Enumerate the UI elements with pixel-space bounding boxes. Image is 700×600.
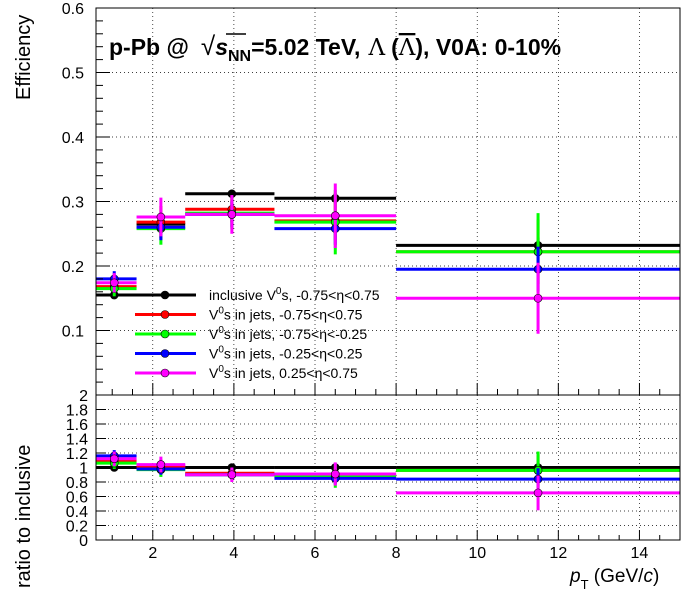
legend-marker	[160, 349, 170, 358]
efficiency-panel: 0.1 0.2 0.3 0.4 0.5 0.6 p-Pb @ √sNN=5.02 TeV, Λ…	[13, 1, 681, 396]
y-tick-label: 0.6	[62, 1, 84, 18]
x-title-open: (GeV/	[589, 566, 645, 587]
data-point	[109, 278, 119, 288]
data-point	[227, 210, 237, 219]
x-tick-label: 6	[311, 545, 320, 562]
legend-item: V0s in jets, -0.25<η<0.25	[135, 345, 363, 362]
title-sqrt-s: s	[215, 34, 228, 60]
x-tick-label: 2	[148, 545, 157, 562]
efficiency-series	[96, 183, 680, 334]
y-tick-label: 0.3	[62, 195, 84, 212]
legend-item: V0s in jets, 0.25<η<0.75	[135, 364, 358, 381]
legend: inclusive V0s, -0.75<η<0.75 V0s in jets, …	[135, 286, 380, 381]
x-tick-label: 14	[631, 545, 649, 562]
title-energy: =5.02 TeV,	[251, 34, 360, 60]
y-tick-label: 0.5	[62, 66, 84, 83]
legend-label: V0s in jets, -0.25<η<0.25	[209, 345, 363, 362]
efficiency-axis-ticks: 0.1 0.2 0.3 0.4 0.5 0.6	[62, 1, 681, 395]
x-tick-label: 4	[229, 545, 238, 562]
y-tick-label: 0.4	[62, 130, 84, 147]
data-point	[330, 211, 340, 220]
data-point	[533, 293, 543, 303]
legend-label: V0s in jets, -0.75<η<0.75	[209, 306, 363, 323]
ratio-y-axis-title: ratio to inclusive	[13, 445, 35, 588]
legend-label: V0s in jets, -0.75<η<-0.25	[209, 325, 367, 342]
x-title-p: p	[569, 566, 581, 587]
y-tick-label: 1.6	[66, 417, 88, 434]
y-tick-label: 0.4	[66, 504, 88, 521]
data-point	[227, 470, 237, 480]
legend-item: inclusive V0s, -0.75<η<0.75	[135, 286, 380, 303]
y-tick-label: 1	[79, 461, 88, 478]
x-tick-label: 8	[392, 545, 401, 562]
y-tick-label: 0.6	[66, 490, 88, 507]
ratio-series	[96, 450, 680, 511]
ratio-x-axis-title: pT (GeV/c)	[569, 566, 659, 592]
ratio-series-4	[96, 451, 680, 511]
x-title-close: )	[653, 566, 659, 587]
sqrt-sign-icon: √	[201, 31, 216, 61]
data-point	[156, 212, 166, 222]
chart-title: p-Pb @ √sNN=5.02 TeV, Λ (Λ), V0A: 0-10%	[109, 31, 561, 65]
title-sqrt-s-sub: NN	[228, 48, 251, 65]
efficiency-y-axis-title: Efficiency	[13, 15, 35, 100]
legend-item: V0s in jets, -0.75<η<0.75	[135, 306, 363, 323]
y-tick-label: 0.8	[66, 475, 88, 492]
legend-label: inclusive V0s, -0.75<η<0.75	[209, 286, 380, 303]
legend-marker	[160, 290, 170, 300]
data-point	[533, 488, 543, 498]
x-tick-label: 12	[549, 545, 567, 562]
y-tick-label: 0.2	[62, 259, 84, 276]
y-tick-label: 1.2	[66, 446, 88, 463]
y-tick-label: 0.2	[66, 519, 88, 536]
y-tick-label: 0.1	[62, 324, 84, 341]
legend-marker	[160, 368, 170, 378]
ratio-axis-ticks: 00.20.40.60.811.21.41.61.822 4 6 8 10 12 14	[66, 388, 681, 562]
x-title-sub: T	[581, 577, 589, 592]
efficiency-series-4	[96, 183, 680, 334]
y-tick-label: 1.8	[66, 403, 88, 420]
legend-marker	[160, 329, 170, 339]
title-prefix: p-Pb @	[109, 34, 189, 60]
title-lambda-bar: Λ	[398, 35, 416, 61]
efficiency-grid	[96, 7, 680, 395]
y-tick-label: 0	[79, 533, 88, 550]
x-tick-label: 10	[468, 545, 486, 562]
data-point	[156, 460, 166, 469]
x-title-c: c	[643, 566, 653, 587]
title-lambda: Λ	[367, 35, 385, 61]
legend-item: V0s in jets, -0.75<η<-0.25	[135, 325, 367, 342]
data-point	[109, 454, 119, 464]
y-tick-label: 1.4	[66, 432, 88, 449]
title-selection: ), V0A: 0-10%	[415, 34, 561, 60]
legend-label: V0s in jets, 0.25<η<0.75	[209, 364, 358, 381]
legend-marker	[160, 310, 170, 319]
y-tick-label: 2	[79, 388, 88, 405]
ratio-panel: 00.20.40.60.811.21.41.61.822 4 6 8 10 12 14 ra…	[13, 388, 681, 592]
data-point	[330, 469, 340, 479]
